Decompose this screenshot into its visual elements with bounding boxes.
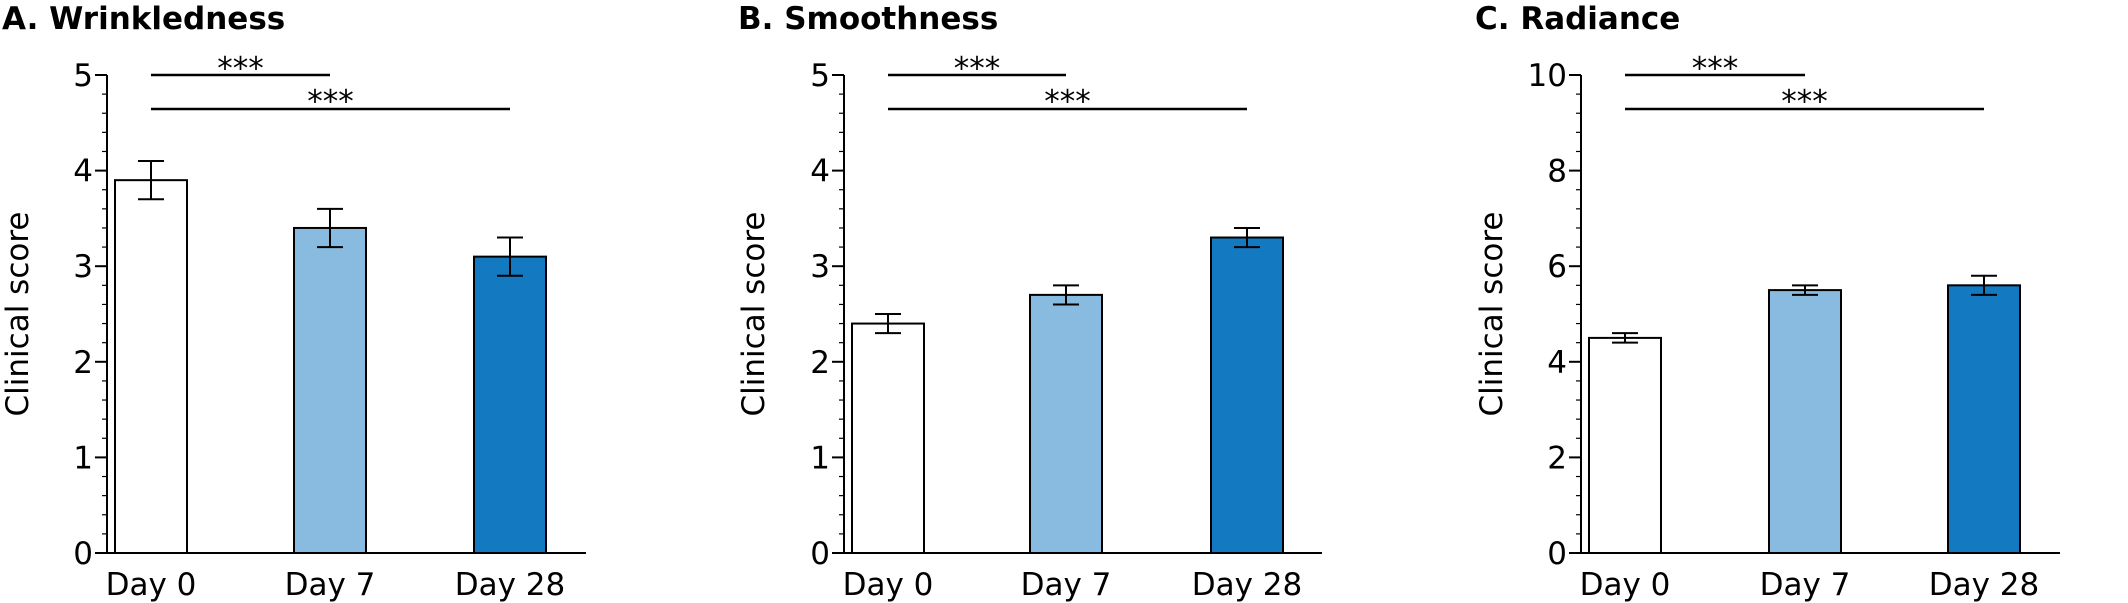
x-tick-label: Day 7 bbox=[285, 567, 376, 603]
y-axis-label: Clinical score bbox=[736, 212, 772, 417]
significance-label: *** bbox=[1044, 84, 1091, 120]
significance-label: *** bbox=[1781, 84, 1828, 120]
x-tick-label: Day 0 bbox=[843, 567, 934, 603]
y-tick-label: 4 bbox=[810, 154, 830, 190]
significance-label: *** bbox=[307, 84, 354, 120]
significance-label: *** bbox=[1692, 51, 1739, 87]
y-tick-label: 2 bbox=[1547, 440, 1567, 476]
y-tick-label: 0 bbox=[810, 536, 830, 572]
bar bbox=[114, 179, 188, 554]
y-axis-label: Clinical score bbox=[0, 212, 36, 417]
x-tick-label: Day 0 bbox=[106, 567, 197, 603]
y-tick-label: 4 bbox=[1547, 345, 1567, 381]
significance-label: *** bbox=[954, 51, 1001, 87]
y-tick-label: 5 bbox=[810, 58, 830, 94]
y-tick-label: 3 bbox=[810, 249, 830, 285]
y-tick-label: 8 bbox=[1547, 154, 1567, 190]
x-tick-label: Day 28 bbox=[1929, 567, 2040, 603]
panel-title: A. Wrinkledness bbox=[2, 1, 285, 37]
significance-label: *** bbox=[217, 51, 264, 87]
bar bbox=[473, 255, 547, 554]
panel-title: C. Radiance bbox=[1475, 1, 1680, 37]
bar bbox=[1768, 289, 1842, 554]
y-tick-label: 6 bbox=[1547, 249, 1567, 285]
y-tick-label: 1 bbox=[73, 440, 93, 476]
y-tick-label: 4 bbox=[73, 154, 93, 190]
bar bbox=[851, 322, 925, 554]
y-tick-label: 5 bbox=[73, 58, 93, 94]
y-tick-label: 2 bbox=[73, 345, 93, 381]
chart-panel: C. Radiance Clinical score 0 2 4 6 8 10 Day 0 Day… bbox=[1474, 1, 2060, 603]
y-tick-label: 0 bbox=[73, 536, 93, 572]
x-tick-label: Day 7 bbox=[1021, 567, 1112, 603]
y-tick-label: 2 bbox=[810, 345, 830, 381]
panel-title: B. Smoothness bbox=[738, 1, 998, 37]
bar bbox=[293, 226, 367, 555]
bar bbox=[1029, 293, 1103, 554]
y-axis-label: Clinical score bbox=[1474, 212, 1510, 417]
y-tick-label: 3 bbox=[73, 249, 93, 285]
y-tick-label: 0 bbox=[1547, 536, 1567, 572]
y-tick-label: 1 bbox=[810, 440, 830, 476]
x-tick-label: Day 0 bbox=[1580, 567, 1671, 603]
bar bbox=[1588, 336, 1662, 554]
x-tick-label: Day 28 bbox=[1192, 567, 1303, 603]
bar bbox=[1210, 236, 1284, 555]
chart-panel: B. Smoothness Clinical score 0 1 2 3 4 5 Day 0 Da… bbox=[736, 1, 1322, 603]
bar bbox=[1947, 284, 2021, 554]
x-tick-label: Day 7 bbox=[1760, 567, 1851, 603]
y-tick-label: 10 bbox=[1528, 58, 1567, 94]
x-tick-label: Day 28 bbox=[455, 567, 566, 603]
chart-panel: A. Wrinkledness Clinical score 0 1 2 3 4 5 Day 0… bbox=[0, 1, 586, 603]
